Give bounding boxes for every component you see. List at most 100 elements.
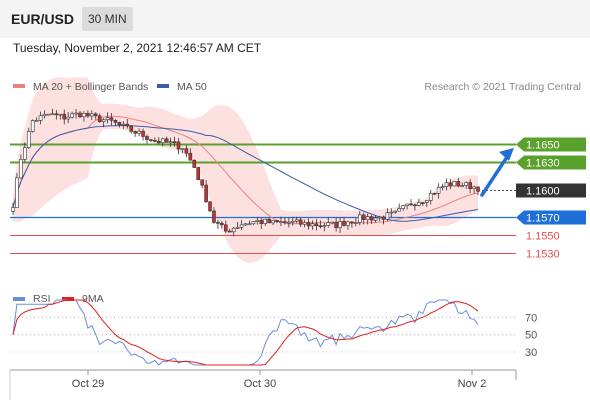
candle-body: [192, 159, 197, 168]
candle-body: [255, 220, 260, 222]
rsi-tick: 50: [525, 330, 537, 342]
candle-body: [149, 139, 153, 141]
candle: [184, 145, 189, 158]
candle-body: [15, 177, 19, 208]
candle: [129, 124, 134, 134]
candle: [476, 186, 480, 196]
candle-body: [125, 123, 130, 127]
candle-body: [62, 113, 67, 120]
candle-body: [105, 117, 110, 121]
candle: [440, 183, 445, 191]
candle-body: [42, 113, 47, 117]
candle-body: [259, 220, 264, 224]
bollinger-bands: [13, 77, 478, 263]
candle: [200, 179, 204, 189]
candle: [255, 216, 260, 225]
candle: [58, 113, 63, 120]
candle-body: [283, 221, 287, 223]
candle-body: [354, 222, 358, 224]
legend-swatch: [157, 84, 169, 88]
candle-body: [267, 218, 271, 224]
candle: [149, 139, 153, 142]
candle-body: [330, 221, 334, 224]
rsi-tick: 30: [525, 347, 537, 359]
candle: [334, 217, 338, 232]
candle: [157, 137, 161, 145]
candle: [125, 118, 130, 129]
candle-body: [302, 222, 307, 225]
candle-body: [365, 216, 370, 220]
candle: [109, 112, 114, 126]
candle: [231, 226, 236, 237]
candle-body: [298, 219, 303, 225]
candle-body: [369, 216, 374, 221]
level-label-1.1600: 1.1600: [526, 186, 560, 198]
candle-body: [428, 192, 433, 201]
candle: [141, 128, 145, 141]
candle: [405, 203, 409, 210]
candle: [290, 216, 295, 226]
candle-body: [23, 147, 27, 160]
level-label-1.1630: 1.1630: [526, 158, 560, 170]
candle-body: [153, 140, 157, 142]
x-tick-label: Nov 2: [458, 378, 487, 390]
candle: [287, 217, 291, 228]
candle-body: [168, 141, 173, 144]
candle-body: [346, 221, 350, 226]
candle: [373, 215, 378, 223]
candle: [101, 118, 106, 128]
candle: [66, 111, 70, 124]
candle-body: [90, 113, 94, 117]
candle: [377, 215, 382, 222]
candle-body: [212, 210, 216, 223]
candle-body: [133, 131, 137, 134]
candle-body: [113, 120, 118, 123]
candle: [310, 220, 315, 230]
candle-body: [58, 113, 63, 116]
candle: [50, 108, 55, 116]
candle: [346, 220, 350, 230]
x-tick-label: Oct 29: [72, 378, 104, 390]
candle: [208, 201, 212, 212]
candle-body: [196, 167, 201, 181]
candle-body: [476, 186, 480, 192]
candle: [90, 110, 94, 121]
candle-body: [409, 203, 413, 206]
legend-label: MA 50: [177, 81, 207, 93]
candle-body: [220, 223, 224, 226]
candle: [389, 208, 394, 218]
candle-body: [160, 138, 165, 144]
candle-body: [444, 182, 449, 187]
candle: [393, 210, 398, 214]
candle: [212, 207, 216, 224]
candle: [145, 134, 149, 144]
candle-body: [38, 115, 43, 121]
candle-body: [310, 223, 315, 227]
candle: [424, 200, 429, 207]
candle: [160, 137, 165, 147]
candle-body: [456, 181, 461, 187]
candle-body: [200, 179, 204, 186]
candle-body: [208, 201, 212, 212]
candle: [97, 113, 102, 123]
candle: [369, 215, 374, 224]
candle: [421, 201, 425, 206]
candle-body: [436, 186, 441, 194]
candle: [220, 221, 224, 229]
candle-body: [93, 113, 98, 117]
candle-body: [50, 113, 55, 116]
timeframe-button[interactable]: 30 MIN: [82, 7, 133, 31]
candle-body: [452, 181, 457, 187]
candle-body: [440, 186, 445, 188]
candle: [283, 217, 287, 225]
candle: [251, 221, 256, 226]
candle: [180, 148, 185, 154]
candle: [401, 204, 405, 211]
candle-body: [129, 125, 134, 132]
candle: [322, 222, 327, 232]
candle: [133, 130, 137, 137]
candle: [93, 112, 98, 120]
candle-body: [397, 208, 401, 212]
candle-body: [172, 141, 177, 144]
candle-body: [66, 116, 70, 120]
